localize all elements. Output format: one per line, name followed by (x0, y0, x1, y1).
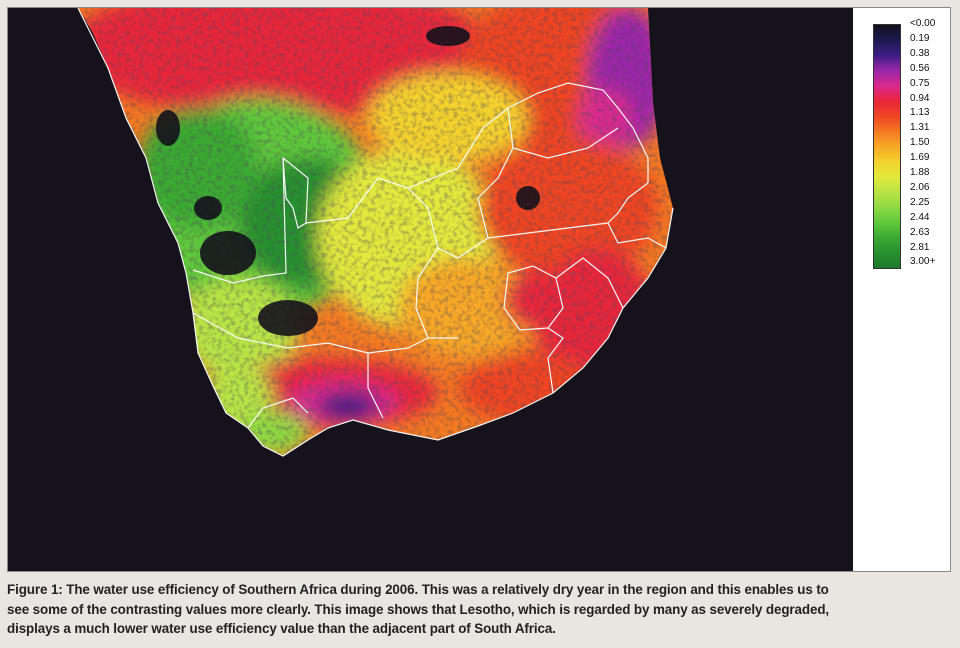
legend-label: 1.50 (910, 137, 930, 149)
legend-label: 2.25 (910, 196, 930, 208)
boundary-lines (77, 8, 674, 457)
legend-label: 1.13 (910, 107, 930, 119)
figure-caption: Figure 1: The water use efficiency of So… (7, 580, 955, 639)
caption-line-1: Figure 1: The water use efficiency of So… (7, 582, 829, 597)
wue-map (8, 8, 853, 571)
caption-line-2: see some of the contrasting values more … (7, 601, 830, 617)
legend-label: 0.56 (910, 62, 930, 74)
land-mass (78, 8, 673, 456)
legend-label: 2.63 (910, 226, 930, 238)
map-image (77, 8, 674, 457)
legend-label: 3.00+ (910, 256, 936, 268)
legend-label: 0.94 (910, 92, 930, 104)
legend-label: 0.38 (910, 47, 930, 59)
legend-color-bar (873, 24, 901, 269)
legend-label: 1.88 (910, 167, 930, 178)
legend-label: 2.44 (910, 211, 930, 223)
color-legend: <0.00 0.19 0.38 0.56 0.75 0.94 1.13 1.31 1.50 1.6… (866, 16, 946, 278)
caption-line-3: displays a much lower water use efficien… (7, 621, 556, 636)
legend-label: 0.19 (910, 32, 930, 44)
legend-label: 2.81 (910, 241, 930, 253)
legend-label: 2.06 (910, 181, 930, 193)
legend-label: 1.69 (910, 152, 930, 164)
legend-label: <0.00 (910, 18, 936, 29)
legend-label: 0.75 (910, 77, 930, 89)
figure-frame: <0.00 0.19 0.38 0.56 0.75 0.94 1.13 1.31 1.50 1.6… (7, 7, 951, 572)
legend-label: 1.31 (910, 122, 930, 134)
